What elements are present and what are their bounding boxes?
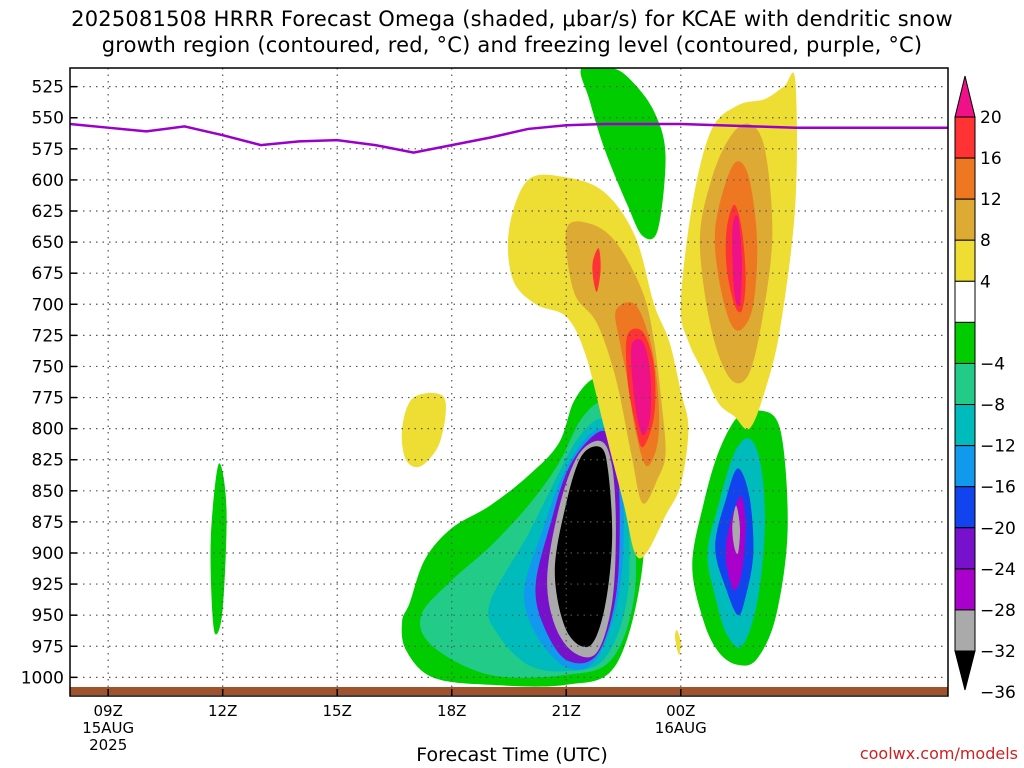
omega-region-ascent-mid-magenta	[630, 338, 652, 436]
y-tick-label-925: 925	[32, 575, 64, 595]
x-tick-label-15Z: 15Z	[323, 702, 352, 720]
colorbar: 20 16 12 8 4 −4 −8 −12 −16 −20 −24 −28 −32 −36	[954, 75, 1016, 703]
x-tick-label-00Z: 00Z	[666, 702, 695, 720]
grid	[70, 68, 948, 696]
colorbar-segment-2	[954, 198, 976, 241]
y-tick-label-800: 800	[32, 420, 64, 440]
colorbar-segment-5	[954, 321, 976, 364]
colorbar-label-1: 16	[980, 149, 1002, 169]
x-tick-label-12Z: 12Z	[208, 702, 237, 720]
y-tick-label-525: 525	[32, 78, 64, 98]
colorbar-label-3: 8	[980, 231, 991, 251]
y-tick-label-625: 625	[32, 202, 64, 222]
colorbar-segment-12	[954, 609, 976, 652]
colorbar-segment-6	[954, 362, 976, 406]
omega-shading	[210, 68, 797, 687]
omega-region-ascent-right-magenta	[732, 215, 742, 307]
y-tick-label-775: 775	[32, 389, 64, 409]
y-tick-label-975: 975	[32, 637, 64, 657]
colorbar-label-8: −16	[980, 478, 1016, 498]
colorbar-label-13: −36	[980, 683, 1016, 703]
x-axis-label: Forecast Time (UTC)	[416, 744, 608, 766]
chart-title: 2025081508 HRRR Forecast Omega (shaded, …	[0, 6, 1024, 58]
colorbar-segment-3	[954, 239, 976, 282]
omega-region-ascent-tiny-yellow	[675, 629, 681, 656]
x-tick-label-16AUG: 16AUG	[655, 719, 707, 737]
chart-title-line1: 2025081508 HRRR Forecast Omega (shaded, …	[71, 7, 953, 31]
y-tick-label-1000: 1000	[21, 668, 64, 688]
terrain-ground	[70, 687, 948, 695]
colorbar-label-10: −24	[980, 560, 1016, 580]
colorbar-segment-9	[954, 486, 976, 529]
colorbar-segment-1	[954, 157, 976, 200]
omega-region-descent-top-green	[580, 68, 666, 240]
colorbar-segment-7	[954, 404, 976, 447]
colorbar-top-arrow	[954, 75, 976, 118]
x-tick-label-21Z: 21Z	[552, 702, 581, 720]
colorbar-bottom-arrow	[954, 650, 976, 691]
chart-title-line2: growth region (contoured, red, °C) and f…	[101, 33, 923, 57]
y-tick-label-825: 825	[32, 451, 64, 471]
colorbar-segment-0	[954, 116, 976, 159]
colorbar-label-5: −4	[980, 354, 1005, 374]
colorbar-label-11: −28	[980, 601, 1016, 621]
colorbar-label-0: 20	[980, 108, 1002, 128]
y-tick-label-725: 725	[32, 326, 64, 346]
y-tick-label-675: 675	[32, 264, 64, 284]
colorbar-label-7: −12	[980, 437, 1016, 457]
freezing-level-line	[69, 122, 948, 154]
colorbar-label-9: −20	[980, 519, 1016, 539]
colorbar-label-12: −32	[980, 642, 1016, 662]
colorbar-label-6: −8	[980, 396, 1005, 416]
omega-region-ascent-small-yellow	[401, 392, 446, 468]
omega-region-descent-main-black	[554, 446, 613, 648]
y-tick-label-850: 850	[32, 482, 64, 502]
y-tick-label-550: 550	[32, 109, 64, 129]
colorbar-segment-10	[954, 527, 976, 570]
omega-region-ascent-mid-small-red	[592, 248, 601, 292]
y-tick-label-900: 900	[32, 544, 64, 564]
x-tick-label-15AUG: 15AUG	[82, 719, 134, 737]
x-tick-label-18Z: 18Z	[437, 702, 466, 720]
y-tick-label-650: 650	[32, 233, 64, 253]
colorbar-segment-11	[954, 568, 976, 611]
colorbar-label-2: 12	[980, 190, 1002, 210]
colorbar-segment-8	[954, 445, 976, 488]
credit-link[interactable]: coolwx.com/models	[859, 744, 1018, 763]
y-axis-ticks: 525 550 575 600 625 650 675 700 725 750 775 800 825 8…	[21, 78, 77, 688]
omega-region-descent-left-green	[210, 463, 227, 635]
y-tick-label-700: 700	[32, 295, 64, 315]
colorbar-segment-4	[954, 280, 976, 323]
x-tick-label-09Z: 09Z	[93, 702, 122, 720]
plot-frame	[69, 67, 949, 697]
colorbar-label-4: 4	[980, 272, 991, 292]
y-tick-label-750: 750	[32, 357, 64, 377]
y-tick-label-875: 875	[32, 513, 64, 533]
y-tick-label-950: 950	[32, 606, 64, 626]
x-tick-label-2025: 2025	[89, 736, 127, 754]
y-tick-label-575: 575	[32, 140, 64, 160]
freezing-level-series	[69, 122, 948, 154]
omega-region-descent-right-gray	[732, 505, 741, 554]
y-tick-label-600: 600	[32, 171, 64, 191]
